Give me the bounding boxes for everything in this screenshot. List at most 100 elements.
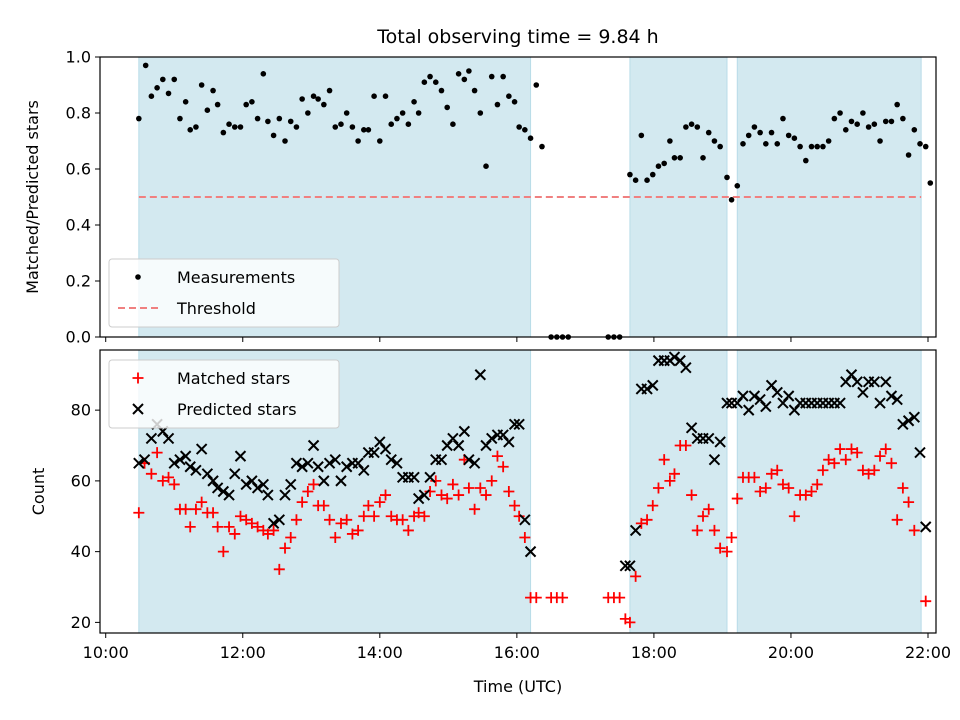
data-point — [828, 457, 840, 469]
data-point — [671, 155, 678, 161]
data-point — [760, 482, 772, 494]
counts-panel: 10:00 12:00 14:00 16:00 18:00 20:00 22:00 20 40 6… — [29, 349, 951, 662]
data-point — [265, 118, 271, 125]
chart-title: Total observing time = 9.84 h — [376, 26, 658, 48]
data-point — [483, 163, 489, 169]
data-point — [267, 517, 280, 530]
data-point — [771, 386, 783, 399]
data-point — [880, 443, 892, 455]
data-point — [237, 124, 244, 130]
data-point — [471, 87, 478, 94]
data-point — [624, 616, 636, 628]
data-point — [329, 531, 341, 543]
data-point — [168, 478, 180, 490]
data-point — [629, 524, 642, 537]
data-point — [321, 101, 327, 108]
data-point — [195, 443, 208, 455]
data-point — [897, 482, 909, 494]
data-point — [270, 132, 277, 139]
data-point — [365, 127, 372, 133]
data-point — [262, 528, 274, 540]
data-point — [661, 160, 667, 167]
measurements-panel: 0.0 0.2 0.4 0.6 0.8 1.0 Matched/Predicted star… — [23, 48, 937, 347]
data-point — [262, 489, 274, 501]
observing-window — [629, 349, 728, 634]
data-point — [911, 127, 918, 133]
data-point — [486, 432, 498, 445]
data-point — [380, 489, 392, 501]
data-point — [685, 422, 698, 434]
data-point — [214, 101, 221, 108]
data-point — [405, 121, 412, 127]
data-point — [811, 478, 823, 490]
y-tick-label: 0.4 — [66, 216, 91, 235]
data-point — [193, 124, 199, 130]
data-point — [338, 121, 344, 127]
data-point — [814, 143, 821, 150]
data-point — [808, 143, 815, 150]
data-point — [302, 457, 314, 469]
data-point — [519, 531, 531, 543]
data-point — [908, 411, 921, 423]
data-point — [842, 127, 849, 133]
data-point — [418, 489, 431, 501]
data-point — [516, 124, 522, 130]
data-point — [817, 464, 829, 476]
data-point — [851, 376, 863, 388]
data-point — [877, 138, 883, 144]
data-point — [260, 71, 267, 77]
data-point — [217, 485, 230, 498]
data-point — [668, 468, 680, 480]
data-point — [229, 528, 241, 540]
legend-swatch — [132, 403, 144, 415]
data-point — [249, 99, 255, 105]
data-point — [133, 457, 145, 469]
data-point — [724, 174, 730, 181]
legend-label: Threshold — [176, 299, 256, 318]
data-point — [691, 524, 703, 536]
data-point — [737, 390, 749, 402]
data-point — [834, 443, 846, 455]
data-point — [900, 115, 906, 122]
data-point — [668, 351, 681, 363]
data-point — [768, 129, 775, 136]
data-point — [868, 464, 880, 476]
data-point — [851, 447, 863, 459]
data-point — [714, 436, 726, 448]
x-tick-label: 22:00 — [905, 643, 951, 662]
data-point — [335, 517, 347, 529]
data-point — [415, 110, 422, 116]
data-point — [452, 439, 465, 452]
data-point — [411, 99, 417, 105]
data-point — [441, 493, 453, 505]
data-point — [430, 475, 442, 487]
data-point — [355, 138, 361, 144]
data-point — [413, 507, 425, 519]
data-point — [252, 521, 264, 533]
data-point — [782, 390, 795, 402]
data-point — [748, 471, 760, 483]
data-point — [800, 489, 812, 501]
data-point — [468, 457, 481, 469]
data-point — [254, 115, 261, 122]
data-point — [635, 517, 647, 529]
data-point — [296, 461, 308, 473]
data-point — [513, 510, 525, 522]
legend-label: Measurements — [177, 268, 295, 287]
data-point — [697, 510, 709, 522]
data-point — [282, 138, 288, 144]
data-point — [845, 443, 857, 455]
data-point — [340, 461, 353, 473]
data-point — [686, 489, 698, 501]
data-point — [630, 570, 642, 582]
data-point — [349, 124, 356, 130]
data-point — [506, 93, 512, 99]
data-point — [223, 521, 235, 533]
data-point — [882, 118, 889, 125]
data-point — [323, 457, 336, 469]
data-point — [677, 155, 683, 161]
data-point — [840, 454, 852, 466]
data-point — [361, 127, 367, 133]
data-point — [220, 129, 227, 136]
data-point — [649, 171, 656, 178]
